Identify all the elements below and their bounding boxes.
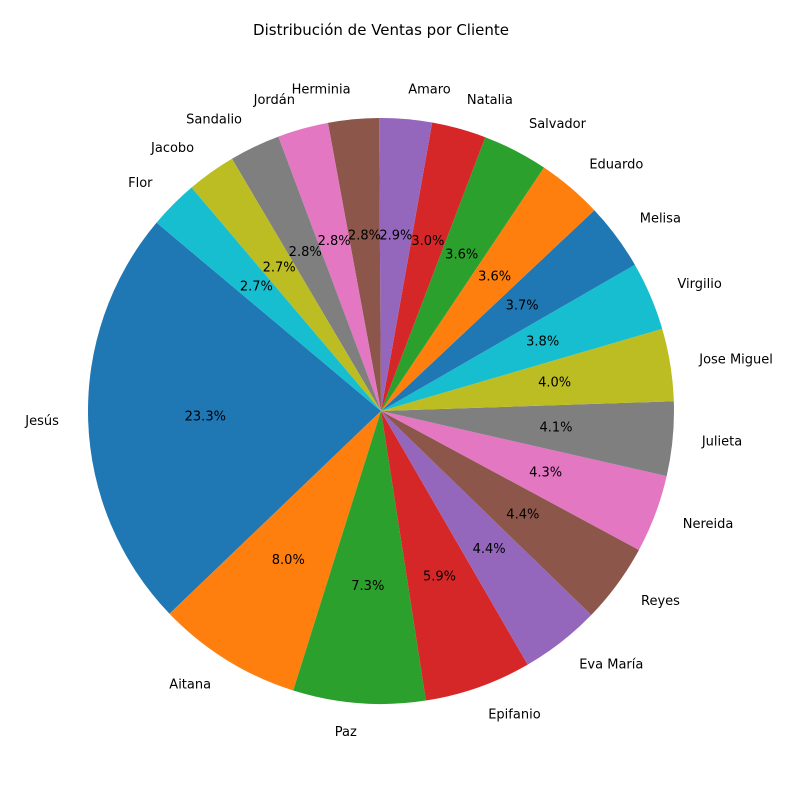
pie-category-label-eduardo: Eduardo xyxy=(589,158,643,173)
pie-slice-jesus xyxy=(88,222,382,614)
pie-slice-flor xyxy=(156,187,381,411)
pie-slice-aitana xyxy=(169,411,381,691)
pie-value-label-jacobo: 2.7% xyxy=(263,260,296,275)
pie-slice-herminia xyxy=(327,118,381,411)
pie-slice-eduardo xyxy=(381,167,595,411)
pie-category-label-herminia: Herminia xyxy=(292,83,351,98)
pie-category-label-sandalio: Sandalio xyxy=(186,113,242,128)
pie-category-label-aitana: Aitana xyxy=(169,677,211,692)
pie-value-label-sandalio: 2.8% xyxy=(289,245,322,260)
pie-category-label-salvador: Salvador xyxy=(529,117,587,132)
pie-value-label-melisa: 3.7% xyxy=(506,299,539,314)
pie-category-label-julieta: Julieta xyxy=(701,434,742,449)
pie-category-label-jesus: Jesús xyxy=(24,414,59,429)
pie-value-label-jordan: 2.8% xyxy=(318,234,351,249)
pie-slice-virgilio xyxy=(381,264,663,411)
pie-value-label-jesus: 23.3% xyxy=(185,409,226,424)
pie-category-label-jose-miguel: Jose Miguel xyxy=(698,353,773,368)
pie-value-label-herminia: 2.8% xyxy=(348,228,381,243)
pie-category-label-natalia: Natalia xyxy=(467,93,513,108)
pie-slice-amaro xyxy=(379,118,433,412)
chart-title: Distribución de Ventas por Cliente xyxy=(253,21,509,39)
pie-category-label-paz: Paz xyxy=(335,725,357,740)
pie-value-label-flor: 2.7% xyxy=(240,280,273,295)
pie-value-label-reyes: 4.4% xyxy=(506,507,539,522)
pie-slices xyxy=(88,118,675,704)
pie-slice-salvador xyxy=(381,137,544,411)
pie-value-label-eva-maria: 4.4% xyxy=(473,542,506,557)
pie-value-label-paz: 7.3% xyxy=(351,579,384,594)
pie-category-label-melisa: Melisa xyxy=(640,211,681,226)
pie-slice-eva-maria xyxy=(381,411,592,665)
pie-slice-melisa xyxy=(381,210,635,411)
pie-value-label-eduardo: 3.6% xyxy=(478,269,511,284)
pie-value-label-nereida: 4.3% xyxy=(529,465,562,480)
pie-category-labels: Jesús Aitana Paz Epifanio Eva María Reyes Nere… xyxy=(24,82,773,740)
pie-category-label-flor: Flor xyxy=(128,176,153,191)
pie-value-label-julieta: 4.1% xyxy=(539,420,572,435)
pie-category-label-nereida: Nereida xyxy=(683,517,734,532)
pie-category-label-reyes: Reyes xyxy=(641,594,680,609)
pie-category-label-eva-maria: Eva María xyxy=(579,658,643,673)
pie-slice-reyes xyxy=(381,411,639,616)
pie-slice-jacobo xyxy=(191,158,381,411)
pie-value-label-aitana: 8.0% xyxy=(272,553,305,568)
pie-category-label-jordan: Jordán xyxy=(253,93,295,108)
pie-value-labels: 23.3% 8.0% 7.3% 5.9% 4.4% 4.4% 4.3% 4.1% 4.0% 3.8… xyxy=(185,228,573,593)
pie-slice-nereida xyxy=(381,411,667,550)
pie-slice-epifanio xyxy=(381,411,528,701)
pie-value-label-salvador: 3.6% xyxy=(445,247,478,262)
pie-value-label-natalia: 3.0% xyxy=(411,234,444,249)
pie-category-label-virgilio: Virgilio xyxy=(677,277,721,292)
pie-slice-natalia xyxy=(381,122,486,411)
pie-slice-jose-miguel xyxy=(381,328,674,411)
pie-slice-jordan xyxy=(278,122,381,411)
pie-slice-paz xyxy=(293,411,426,704)
pie-slice-julieta xyxy=(381,401,675,477)
pie-category-label-amaro: Amaro xyxy=(408,82,451,97)
pie-category-label-epifanio: Epifanio xyxy=(488,707,540,722)
pie-value-label-amaro: 2.9% xyxy=(379,228,412,243)
pie-slice-sandalio xyxy=(231,136,381,411)
pie-value-label-epifanio: 5.9% xyxy=(423,569,456,584)
pie-value-label-virgilio: 3.8% xyxy=(526,334,559,349)
pie-value-label-jose-miguel: 4.0% xyxy=(538,376,571,391)
pie-category-label-jacobo: Jacobo xyxy=(150,141,194,156)
